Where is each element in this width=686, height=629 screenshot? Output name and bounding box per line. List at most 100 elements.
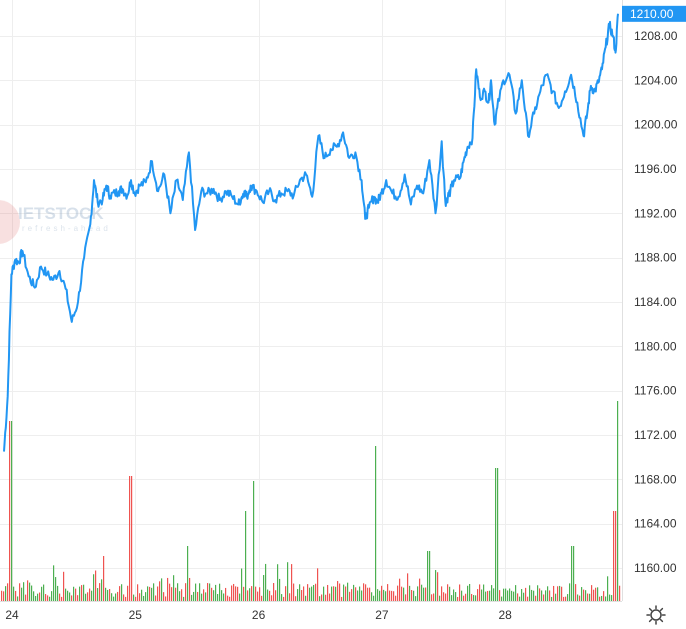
volume-bar bbox=[73, 586, 75, 601]
volume-bar bbox=[555, 593, 557, 601]
volume-bar bbox=[155, 595, 157, 601]
volume-bar bbox=[589, 593, 591, 601]
volume-bar bbox=[195, 583, 197, 601]
grid bbox=[0, 0, 622, 601]
volume-bar bbox=[545, 590, 547, 601]
volume-bar bbox=[469, 583, 471, 601]
volume-bar bbox=[49, 596, 51, 601]
volume-bar bbox=[615, 511, 617, 601]
volume-bar bbox=[285, 586, 287, 601]
volume-bar bbox=[233, 583, 235, 601]
volume-bar bbox=[471, 593, 473, 601]
volume-bar bbox=[217, 593, 219, 601]
volume-bar bbox=[583, 589, 585, 601]
volume-bar bbox=[21, 587, 23, 601]
volume-bar bbox=[575, 584, 577, 601]
volume-bar bbox=[525, 587, 527, 601]
volume-bar bbox=[311, 586, 313, 601]
volume-bar bbox=[171, 587, 173, 601]
volume-bar bbox=[445, 593, 447, 601]
volume-bar bbox=[291, 564, 293, 601]
volume-bar bbox=[379, 590, 381, 601]
volume-bar bbox=[39, 592, 41, 601]
volume-bar bbox=[219, 583, 221, 601]
volume-bar bbox=[425, 587, 427, 601]
volume-bar bbox=[363, 583, 365, 601]
y-tick-label: 1172.00 bbox=[634, 428, 677, 442]
volume-bar bbox=[365, 584, 367, 601]
volume-bar bbox=[393, 591, 395, 601]
volume-bar bbox=[479, 584, 481, 601]
volume-bar bbox=[557, 586, 559, 601]
y-tick-label: 1188.00 bbox=[634, 251, 677, 265]
price-series-line bbox=[3, 13, 619, 452]
volume-bar bbox=[251, 586, 253, 601]
volume-bar bbox=[611, 595, 613, 601]
volume-bar bbox=[27, 580, 29, 601]
volume-bar bbox=[543, 594, 545, 601]
volume-bar bbox=[381, 585, 383, 601]
volume-bar bbox=[105, 587, 107, 601]
volume-bar bbox=[47, 595, 49, 601]
x-tick-label: 24 bbox=[5, 608, 19, 622]
volume-bar bbox=[95, 570, 97, 601]
volume-bar bbox=[307, 584, 309, 601]
volume-bar bbox=[409, 585, 411, 601]
gear-icon[interactable] bbox=[646, 605, 666, 625]
volume-bar bbox=[141, 589, 143, 601]
volume-bar bbox=[257, 591, 259, 601]
volume-bar bbox=[371, 592, 373, 601]
volume-bar bbox=[133, 594, 135, 601]
x-axis: 24 25 26 27 28 bbox=[5, 608, 512, 622]
volume-bar bbox=[483, 584, 485, 601]
volume-bar bbox=[121, 584, 123, 601]
volume-bar bbox=[101, 579, 103, 601]
volume-bar bbox=[97, 588, 99, 601]
volume-bar bbox=[333, 586, 335, 601]
volume-bar bbox=[305, 595, 307, 601]
watermark-logo: IETSTOCK refresh-ahead bbox=[0, 200, 108, 244]
volume-bar bbox=[115, 593, 117, 601]
volume-bar bbox=[119, 586, 121, 601]
volume-bar bbox=[401, 586, 403, 601]
volume-bar bbox=[431, 594, 433, 601]
y-tick-label: 1208.00 bbox=[634, 29, 678, 43]
volume-bar bbox=[109, 589, 111, 601]
volume-bar bbox=[465, 593, 467, 601]
volume-bar bbox=[411, 590, 413, 601]
volume-bar bbox=[433, 593, 435, 601]
volume-bar bbox=[489, 590, 491, 601]
volume-bar bbox=[33, 591, 35, 601]
volume-bar bbox=[189, 577, 191, 601]
volume-bar bbox=[147, 586, 149, 601]
chart-settings-button[interactable] bbox=[646, 605, 666, 625]
volume-bar bbox=[173, 575, 175, 601]
volume-bar bbox=[553, 585, 555, 601]
volume-bar bbox=[293, 583, 295, 601]
volume-bar bbox=[441, 586, 443, 601]
y-tick-label: 1204.00 bbox=[634, 73, 678, 87]
volume-bar bbox=[359, 586, 361, 601]
volume-bar bbox=[243, 586, 245, 601]
volume-bar bbox=[265, 563, 267, 601]
volume-bar bbox=[447, 584, 449, 601]
volume-bar bbox=[295, 596, 297, 601]
volume-bar bbox=[415, 596, 417, 601]
y-tick-label: 1160.00 bbox=[634, 561, 677, 575]
volume-bar bbox=[527, 596, 529, 601]
volume-bar bbox=[249, 588, 251, 601]
y-tick-label: 1180.00 bbox=[634, 339, 677, 353]
last-price-label: 1210.00 bbox=[630, 7, 674, 21]
volume-bar bbox=[319, 596, 321, 601]
volume-bar bbox=[199, 583, 201, 601]
volume-bar bbox=[423, 587, 425, 601]
y-tick-label: 1176.00 bbox=[634, 384, 677, 398]
volume-bar bbox=[353, 584, 355, 601]
y-tick-label: 1196.00 bbox=[634, 162, 677, 176]
volume-bar bbox=[9, 421, 11, 601]
volume-bar bbox=[3, 591, 5, 601]
volume-bar bbox=[139, 593, 141, 601]
volume-bar bbox=[239, 593, 241, 601]
volume-bar bbox=[79, 586, 81, 601]
y-tick-label: 1192.00 bbox=[634, 206, 677, 220]
